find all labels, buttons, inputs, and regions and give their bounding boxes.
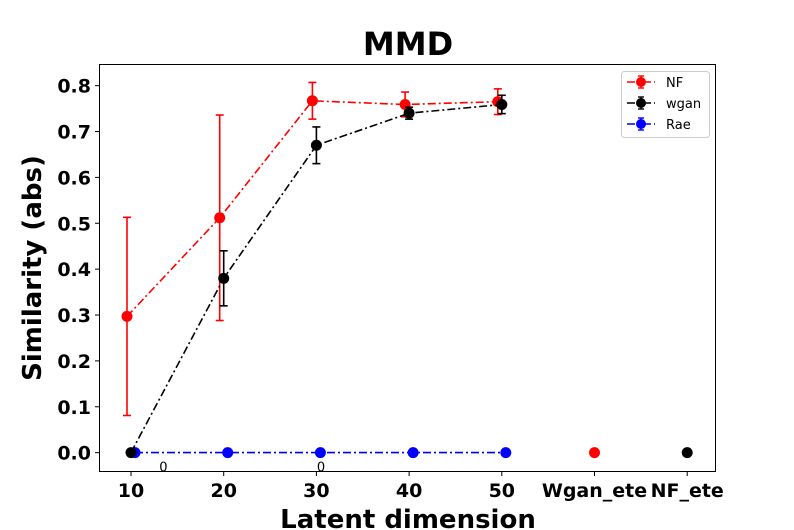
data-point — [310, 139, 322, 151]
annotation-label: 0 — [159, 460, 167, 475]
series-line — [126, 99, 498, 317]
y-tick-label: 0.4 — [57, 259, 91, 281]
series-wgan — [125, 94, 508, 459]
legend-entry-nf: NF — [627, 75, 683, 91]
chart-title: MMD — [363, 25, 453, 63]
x-tick-label: 50 — [489, 480, 515, 502]
axis-ticks: 0.0 0.1 0.2 0.3 0.4 0.5 0.6 0.7 0.8 10 20 30 40 50 Wga… — [57, 76, 723, 502]
legend-label: NF — [666, 76, 683, 91]
plot-frame — [99, 64, 716, 472]
series-layer — [121, 81, 512, 459]
legend-entry-wgan: wgan — [627, 96, 701, 112]
legend: NF wgan Rae — [621, 71, 710, 138]
annotation-label: 0 — [317, 460, 325, 475]
y-axis-label: Similarity (abs) — [18, 155, 48, 381]
data-point — [407, 447, 419, 459]
data-point — [214, 212, 226, 224]
extra-points-layer — [589, 447, 693, 459]
y-tick-label: 0.5 — [57, 213, 91, 235]
legend-label: wgan — [666, 97, 701, 112]
y-tick-label: 0.2 — [57, 351, 91, 373]
y-tick-label: 0.0 — [57, 443, 91, 465]
series-rae — [129, 447, 512, 459]
data-point — [500, 447, 512, 459]
legend-marker — [636, 77, 646, 87]
x-axis-label: Latent dimension — [280, 505, 536, 530]
legend-marker — [636, 98, 646, 108]
x-tick-label: 10 — [118, 480, 144, 502]
data-point — [125, 447, 137, 459]
data-point — [222, 447, 234, 459]
data-point — [314, 447, 326, 459]
y-tick-label: 0.8 — [57, 76, 91, 98]
legend-entry-rae: Rae — [627, 117, 691, 133]
data-point — [403, 107, 415, 119]
data-point — [496, 98, 508, 110]
x-tick-label: Wgan_ete — [542, 480, 647, 502]
y-tick-label: 0.1 — [57, 397, 91, 419]
x-tick-label: 30 — [303, 480, 329, 502]
y-tick-label: 0.3 — [57, 305, 91, 327]
y-tick-label: 0.6 — [57, 167, 91, 189]
series-nf — [121, 81, 504, 417]
legend-label: Rae — [666, 118, 691, 133]
data-point — [121, 310, 133, 322]
data-point — [306, 95, 318, 107]
data-point — [218, 272, 230, 284]
legend-marker — [636, 119, 646, 129]
x-tick-label: NF_ete — [651, 480, 724, 502]
y-tick-label: 0.7 — [57, 122, 91, 144]
x-tick-label: 20 — [210, 480, 236, 502]
extra-point — [681, 447, 693, 459]
x-tick-label: 40 — [396, 480, 422, 502]
extra-point — [589, 447, 600, 459]
